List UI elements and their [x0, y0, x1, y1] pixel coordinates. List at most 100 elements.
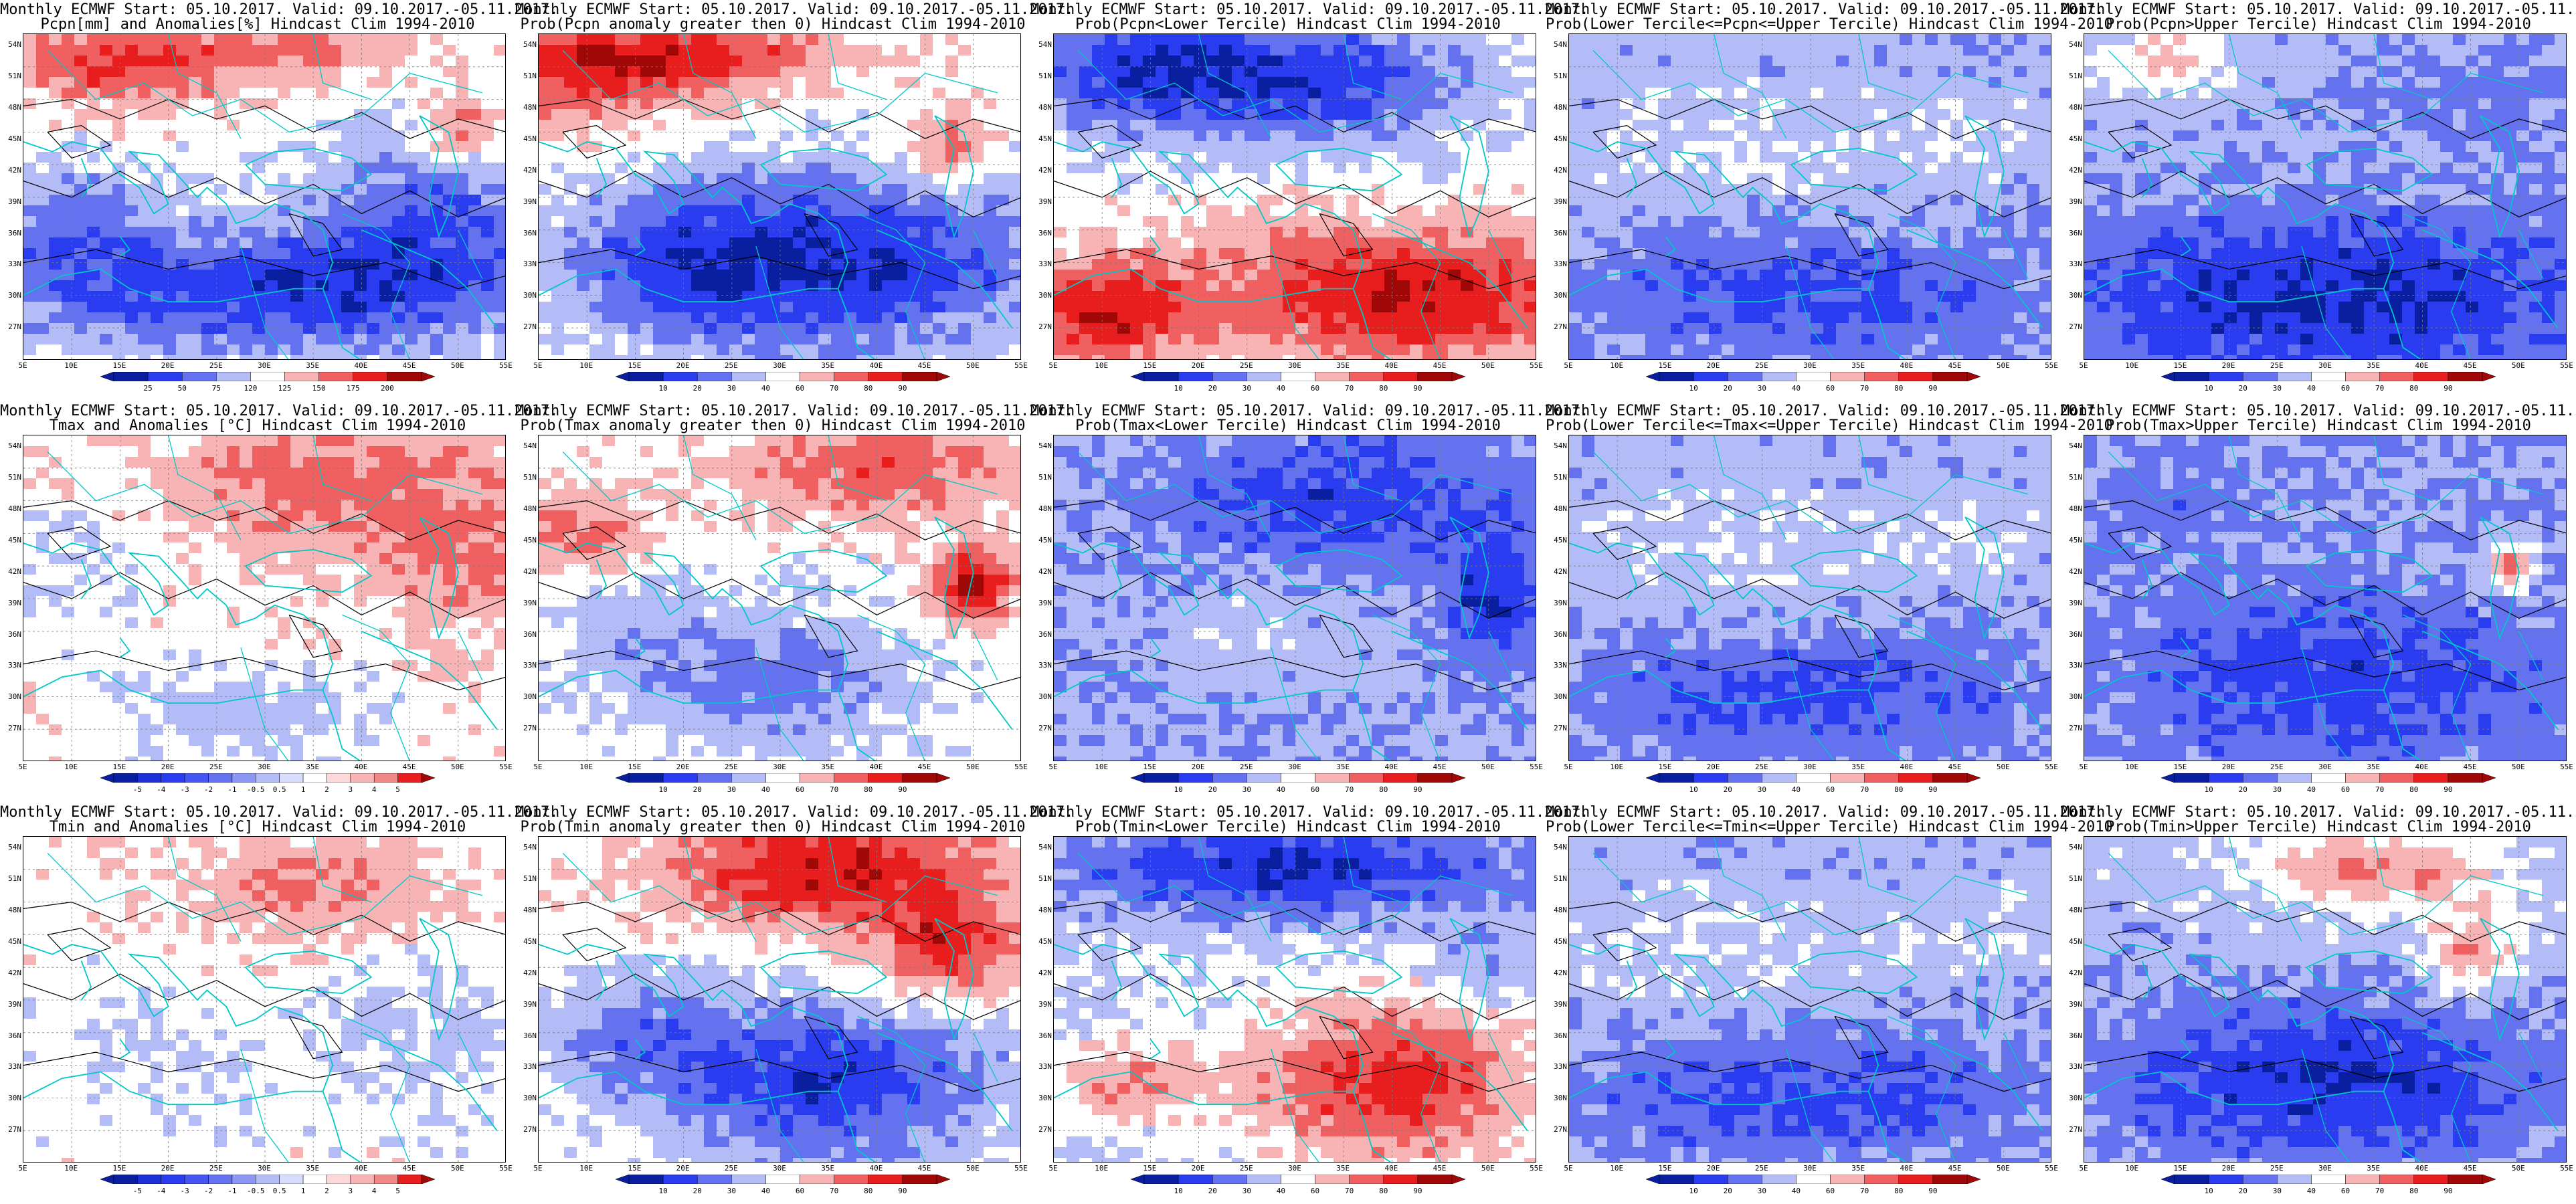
longitude-label: 55E — [1530, 1164, 1543, 1173]
longitude-label: 10E — [579, 1164, 593, 1173]
longitude-label: 35E — [2367, 361, 2381, 370]
isoline — [47, 124, 112, 159]
country-border — [240, 1049, 289, 1162]
country-border — [2003, 1032, 2029, 1082]
coastline — [1665, 236, 1677, 257]
longitude-label: 30E — [258, 361, 271, 370]
colorbar-tick-label: 80 — [864, 1187, 873, 1195]
colorbar-tick-label: 40 — [1276, 785, 1286, 794]
longitude-label: 5E — [2079, 763, 2088, 771]
coastline — [1392, 1031, 1528, 1131]
coastline — [1626, 559, 1638, 599]
longitude-label: 5E — [1048, 1164, 1058, 1173]
latitude-label: 30N — [8, 1094, 21, 1103]
colorbar-tick-label: 30 — [1242, 384, 1251, 393]
colorbar-tick-label: 50 — [177, 384, 187, 393]
isoline — [1054, 572, 1536, 619]
longitude-label: 55E — [1530, 361, 1543, 370]
isoline — [23, 572, 505, 619]
coastline — [2306, 147, 2433, 192]
coastline — [2084, 542, 2395, 690]
coastline — [1054, 141, 1364, 289]
coastline — [1964, 918, 2005, 1041]
colorbar-tick-label: 80 — [1894, 785, 1904, 794]
map-area — [1053, 435, 1536, 761]
isoline — [539, 249, 1020, 290]
isoline — [2108, 124, 2173, 159]
colorbar-tick-label: -3 — [180, 785, 189, 794]
colorbar-tick-label: 40 — [1276, 1187, 1286, 1195]
longitude-label: 50E — [1481, 1164, 1495, 1173]
longitude-label: 55E — [1530, 763, 1543, 771]
colorbar-tick-label: 10 — [1689, 384, 1698, 393]
latitude-label: 48N — [523, 102, 537, 112]
colorbar-tick-label: 80 — [1379, 1187, 1388, 1195]
map-panel: Monthly ECMWF Start: 05.10.2017. Valid: … — [1546, 0, 2113, 401]
isoline — [23, 901, 505, 942]
colorbar-tick-label: -2 — [203, 1187, 213, 1195]
country-border — [973, 1032, 998, 1082]
colorbar — [1131, 1175, 1465, 1184]
coastline — [877, 1031, 1013, 1131]
latitude-label: 48N — [1554, 905, 1567, 914]
longitude-label: 20E — [1191, 763, 1205, 771]
map-panel: Monthly ECMWF Start: 05.10.2017. Valid: … — [2061, 803, 2576, 1204]
coastline — [1907, 229, 2043, 328]
latitude-label: 42N — [1038, 165, 1052, 175]
latitude-label: 39N — [2069, 197, 2082, 206]
isoline — [2084, 650, 2566, 691]
colorbar-tick-label: 10 — [2204, 785, 2213, 794]
isoline — [539, 973, 1020, 1020]
colorbar-tick-label: 1 — [300, 1187, 306, 1195]
colorbar-tick-label: 4 — [371, 1187, 377, 1195]
map-area — [23, 836, 506, 1163]
colorbar-tick-label: 40 — [761, 785, 771, 794]
coastline — [419, 516, 459, 640]
latitude-label: 36N — [2069, 1031, 2082, 1040]
isoline — [2084, 98, 2566, 139]
longitude-label: 15E — [2173, 361, 2187, 370]
longitude-label: 30E — [1803, 361, 1817, 370]
colorbar — [616, 1175, 950, 1184]
colorbar-tick-label: -0.5 — [247, 1187, 265, 1195]
colorbar-tick-label: 60 — [1310, 1187, 1320, 1195]
colorbar-tick-label: 80 — [2409, 384, 2419, 393]
colorbar-tick-label: 20 — [1208, 384, 1217, 393]
longitude-label: 40E — [1900, 763, 1914, 771]
country-border — [1343, 435, 1402, 502]
latitude-label: 33N — [2069, 1062, 2082, 1072]
country-border — [312, 435, 372, 502]
colorbar-tick-label: 60 — [795, 384, 805, 393]
latitude-label: 39N — [1038, 598, 1052, 607]
coastline — [2141, 961, 2153, 1001]
isoline — [2084, 171, 2566, 217]
country-border — [1713, 34, 1787, 139]
map-area — [1568, 836, 2051, 1163]
coastline — [245, 147, 373, 192]
coastline — [877, 630, 1013, 730]
panel-title-line2: Prob(Tmax>Upper Tercile) Hindcast Clim 1… — [2106, 417, 2531, 434]
longitude-label: 45E — [1948, 1164, 1962, 1173]
map-panel: Monthly ECMWF Start: 05.10.2017. Valid: … — [2061, 0, 2576, 401]
colorbar-tick-label: 70 — [830, 1187, 839, 1195]
isoline — [1569, 650, 2051, 691]
colorbar — [100, 372, 435, 381]
coastline — [1569, 670, 1907, 761]
longitude-label: 55E — [2045, 763, 2058, 771]
coastline — [934, 516, 974, 640]
longitude-label: 5E — [533, 361, 543, 370]
colorbar-tick-label: 200 — [380, 384, 394, 393]
latitude-label: 45N — [2069, 535, 2082, 544]
panel-title-line1: Monthly ECMWF Start: 05.10.2017. Valid: … — [2061, 1, 2576, 18]
coastline — [2180, 236, 2192, 257]
longitude-label: 15E — [112, 361, 126, 370]
latitude-label: 45N — [1554, 936, 1567, 946]
colorbar-tick-label: 90 — [1928, 384, 1938, 393]
coastline — [1392, 630, 1528, 730]
colorbar — [1131, 773, 1465, 783]
coastline — [1054, 1071, 1392, 1162]
country-border — [1713, 837, 1787, 942]
longitude-label: 35E — [821, 361, 835, 370]
latitude-label: 54N — [8, 40, 21, 49]
